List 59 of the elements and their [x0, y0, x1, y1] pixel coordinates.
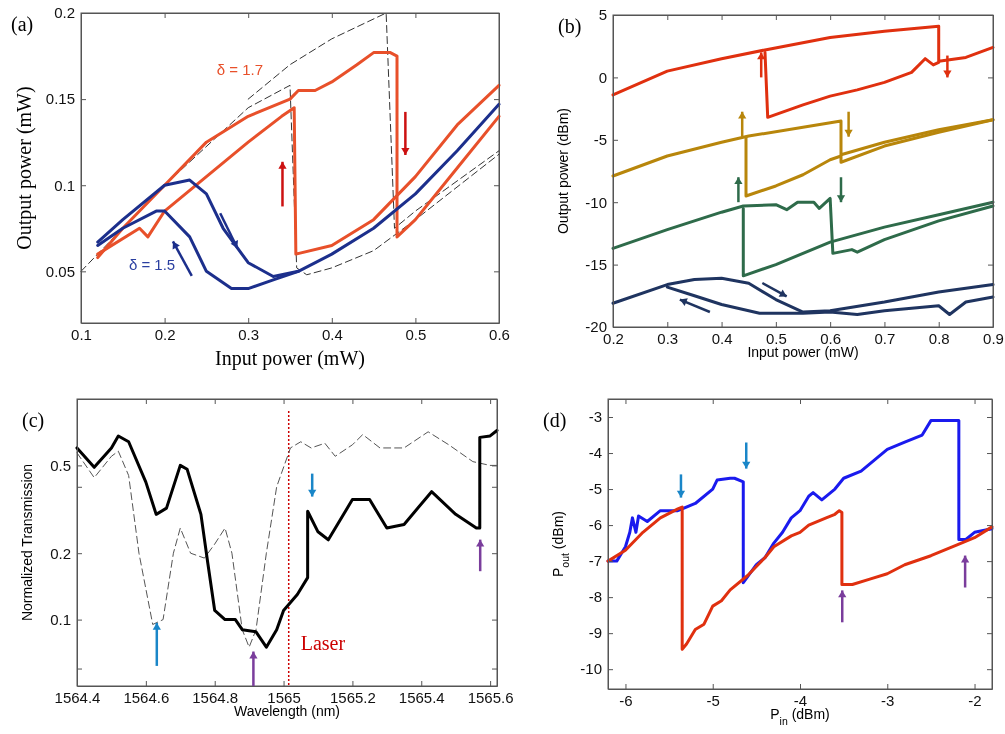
x-tick-label: 0.5 [405, 325, 427, 343]
x-tick-label: 1564.4 [54, 688, 101, 706]
text: (d) [543, 409, 567, 432]
annotation: δ = 1.7 [216, 61, 263, 78]
x-axis-title: Wavelength (nm) [233, 703, 341, 719]
y-tick-label: -5 [588, 480, 602, 498]
x-axis-title: Input power (mW) [747, 344, 859, 360]
chart-title: (a) [11, 13, 34, 36]
x-tick-label: 0.7 [874, 329, 896, 347]
ref-line-label: Laser [300, 632, 346, 654]
text: (c) [22, 409, 45, 432]
x-tick-label: 1565.2 [329, 688, 376, 706]
x-tick-label: -4 [793, 691, 808, 709]
y-tick-label: -5 [593, 131, 607, 149]
x-tick-label: 0.3 [238, 325, 260, 343]
x-tick-label: 1564.8 [192, 688, 239, 706]
y-tick-label: 0.1 [54, 176, 75, 194]
x-tick-label: 1565.4 [398, 688, 445, 706]
x-tick-label: -5 [706, 691, 720, 709]
y-tick-label: 0.05 [45, 262, 75, 280]
x-tick-label: 0.5 [765, 329, 787, 347]
y-tick-label: -15 [585, 255, 607, 273]
y-tick-label: -10 [585, 193, 607, 211]
x-tick-label: 0.2 [154, 325, 176, 343]
x-tick-label: 1565 [267, 688, 301, 706]
x-tick-label: 0.9 [983, 329, 1004, 347]
y-tick-label: 0.15 [45, 90, 75, 108]
y-tick-label: -3 [588, 408, 602, 426]
y-axis-title: Normalized Transmission [19, 463, 35, 622]
x-axis-title: P$_{in}$ (dBm) [770, 706, 830, 727]
x-tick-label: 0.4 [711, 329, 733, 347]
y-tick-label: 0 [598, 68, 607, 86]
x-tick-label: 0.8 [928, 329, 950, 347]
x-tick-label: 1565.6 [467, 688, 514, 706]
y-tick-label: -10 [580, 660, 602, 678]
y-tick-label: -7 [588, 552, 602, 570]
x-tick-label: 0.6 [820, 329, 842, 347]
x-tick-label: 0.1 [71, 325, 92, 343]
x-tick-label: 1564.6 [123, 688, 170, 706]
y-axis-title: Output power (mW) [13, 86, 36, 250]
y-tick-label: -6 [588, 516, 602, 534]
x-tick-label: -3 [881, 691, 895, 709]
x-axis-title: Input power (mW) [215, 347, 365, 370]
x-tick-label: 0.6 [489, 325, 510, 343]
y-tick-label: 0.2 [54, 4, 75, 22]
y-tick-label: -9 [588, 624, 602, 642]
y-axis-title: Output power (dBm) [555, 107, 571, 235]
y-tick-label: 5 [598, 6, 607, 24]
x-tick-label: -2 [968, 691, 982, 709]
y-tick-label: -4 [588, 444, 602, 462]
y-tick-label: 0.5 [50, 456, 71, 474]
annotation: δ = 1.5 [128, 256, 176, 274]
y-tick-label: 0.1 [50, 610, 71, 628]
x-tick-label: 0.3 [657, 329, 679, 347]
chart-title: (b) [558, 15, 582, 38]
x-tick-label: 0.4 [321, 325, 343, 343]
y-tick-label: 0.2 [50, 544, 71, 562]
y-tick-label: -8 [588, 588, 602, 606]
x-tick-label: -6 [619, 691, 633, 709]
